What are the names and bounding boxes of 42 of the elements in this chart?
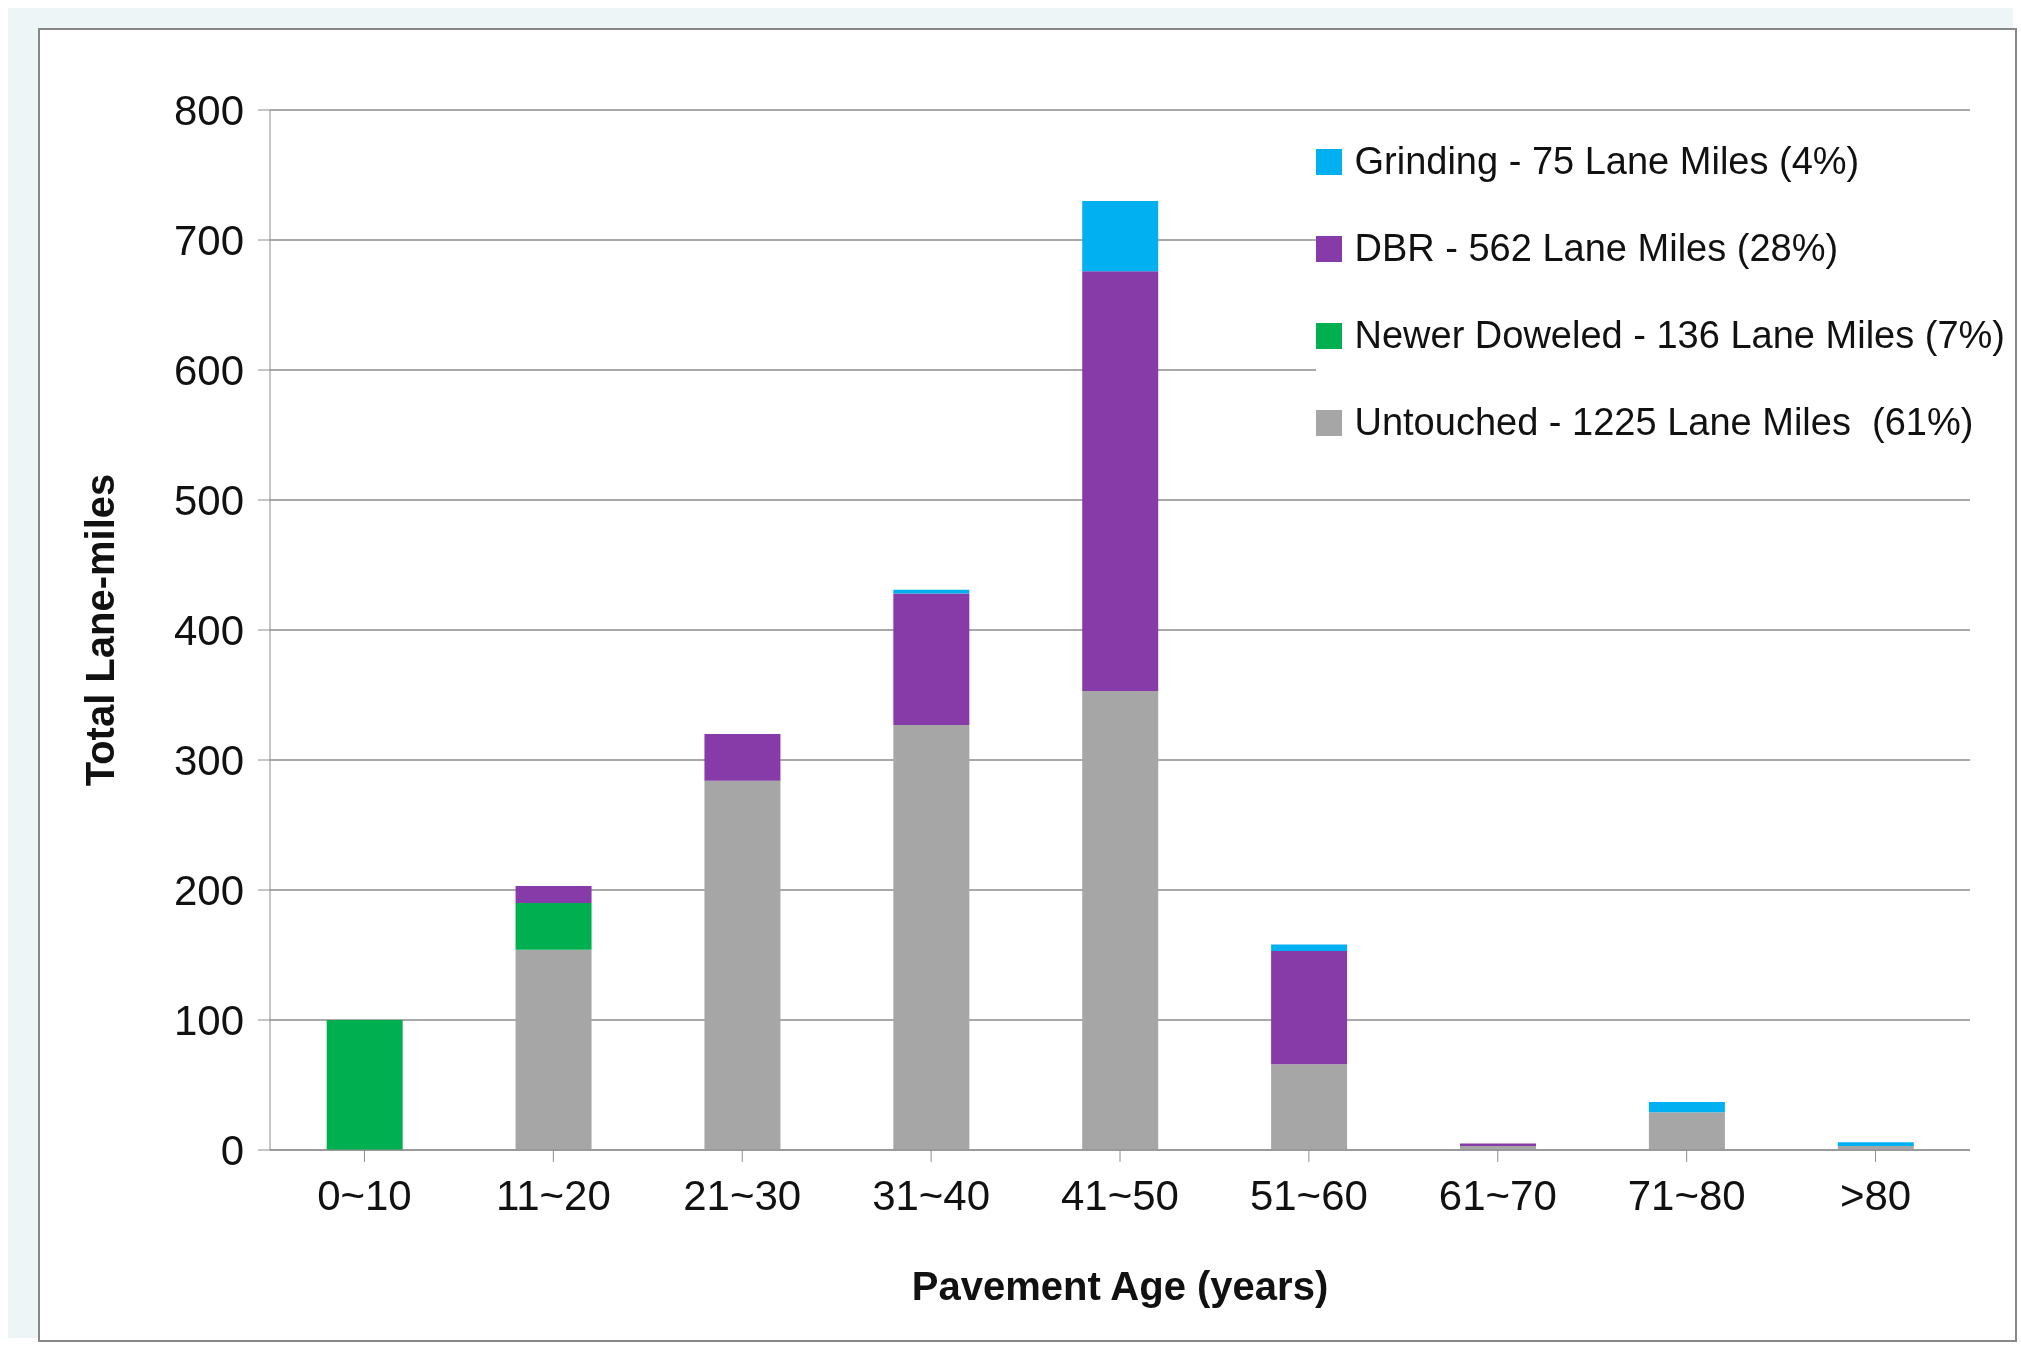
x-tick-label: 31~40	[872, 1171, 991, 1219]
bar	[893, 724, 970, 1150]
y-tick-label: 500	[173, 476, 244, 524]
y-tick-label: 800	[173, 86, 244, 134]
bar	[515, 949, 592, 1150]
bar	[1082, 271, 1159, 692]
bar	[1271, 1064, 1348, 1150]
x-tick-label: 11~20	[495, 1171, 611, 1219]
y-tick-label: 100	[173, 996, 244, 1044]
bar	[704, 734, 781, 781]
bar	[893, 593, 970, 725]
bar	[326, 1020, 403, 1150]
y-axis-title: Total Lane-miles	[78, 473, 123, 787]
y-tick-label: 600	[173, 346, 244, 394]
legend-label: Untouched - 1225 Lane Miles (61%)	[1354, 401, 1974, 444]
bar	[515, 886, 592, 903]
legend-label: Grinding - 75 Lane Miles (4%)	[1354, 140, 1860, 183]
bar	[515, 903, 592, 950]
y-tick-label: 700	[173, 216, 244, 264]
legend-label: DBR - 562 Lane Miles (28%)	[1354, 227, 1839, 270]
bar	[1837, 1142, 1914, 1147]
bar	[704, 780, 781, 1150]
bar	[1648, 1101, 1725, 1113]
bar	[1082, 201, 1159, 272]
x-tick-label: 41~50	[1061, 1171, 1179, 1219]
bar	[1648, 1112, 1725, 1150]
legend-label: Newer Doweled - 136 Lane Miles (7%)	[1354, 314, 2005, 357]
y-tick-label: 0	[220, 1126, 244, 1174]
bar	[1271, 951, 1348, 1065]
y-tick-label: 200	[173, 866, 244, 914]
y-tick-label: 300	[173, 736, 244, 784]
x-tick-label: 0~10	[317, 1171, 412, 1219]
bar	[1082, 691, 1159, 1150]
x-tick-label: 21~30	[683, 1171, 802, 1219]
x-tick-label: 51~60	[1249, 1171, 1368, 1219]
x-tick-label: >80	[1839, 1171, 1912, 1219]
x-tick-label: 61~70	[1438, 1171, 1557, 1219]
y-tick-label: 400	[173, 606, 244, 654]
x-axis-title: Pavement Age (years)	[911, 1264, 1329, 1308]
bar	[1271, 944, 1348, 952]
bar	[893, 589, 970, 594]
x-tick-label: 71~80	[1627, 1171, 1746, 1219]
